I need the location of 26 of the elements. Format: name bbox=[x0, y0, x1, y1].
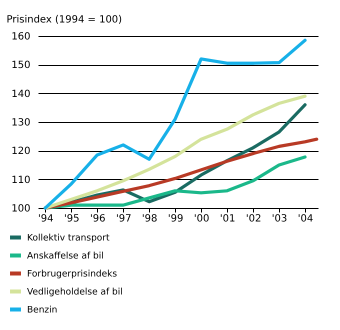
line-series bbox=[44, 138, 318, 210]
y-tick-label: 100 bbox=[11, 204, 30, 214]
y-tick-label: 130 bbox=[11, 118, 30, 128]
legend-label: Forbrugerprisindeks bbox=[27, 270, 118, 280]
x-tick-label: '99 bbox=[168, 214, 184, 224]
y-axis-title: Prisindex (1994 = 100) bbox=[6, 14, 122, 26]
x-tick-label: '97 bbox=[116, 214, 132, 224]
y-tick-label: 140 bbox=[11, 88, 30, 100]
y-tick-label: 160 bbox=[11, 32, 30, 42]
x-tick-label: '96 bbox=[90, 214, 106, 224]
y-tick-label: 110 bbox=[11, 174, 30, 186]
line-series bbox=[44, 38, 307, 210]
x-tick-label: '02 bbox=[246, 214, 262, 224]
x-tick-label: '04 bbox=[298, 214, 314, 224]
legend-label: Vedligeholdelse af bil bbox=[27, 288, 123, 298]
x-tick-label: '00 bbox=[194, 214, 210, 224]
x-tick-label: '95 bbox=[64, 214, 80, 224]
legend-label: Kollektiv transport bbox=[27, 234, 110, 244]
y-tick-label: 120 bbox=[11, 146, 30, 158]
x-tick-label: '01 bbox=[220, 214, 236, 224]
legend-label: Benzin bbox=[27, 306, 58, 316]
x-tick-label: '03 bbox=[272, 214, 288, 224]
x-tick-label: '94 bbox=[38, 214, 54, 224]
legend-label: Anskaffelse af bil bbox=[27, 252, 104, 262]
y-tick-label: 150 bbox=[11, 60, 30, 72]
x-tick-label: '98 bbox=[142, 214, 158, 224]
